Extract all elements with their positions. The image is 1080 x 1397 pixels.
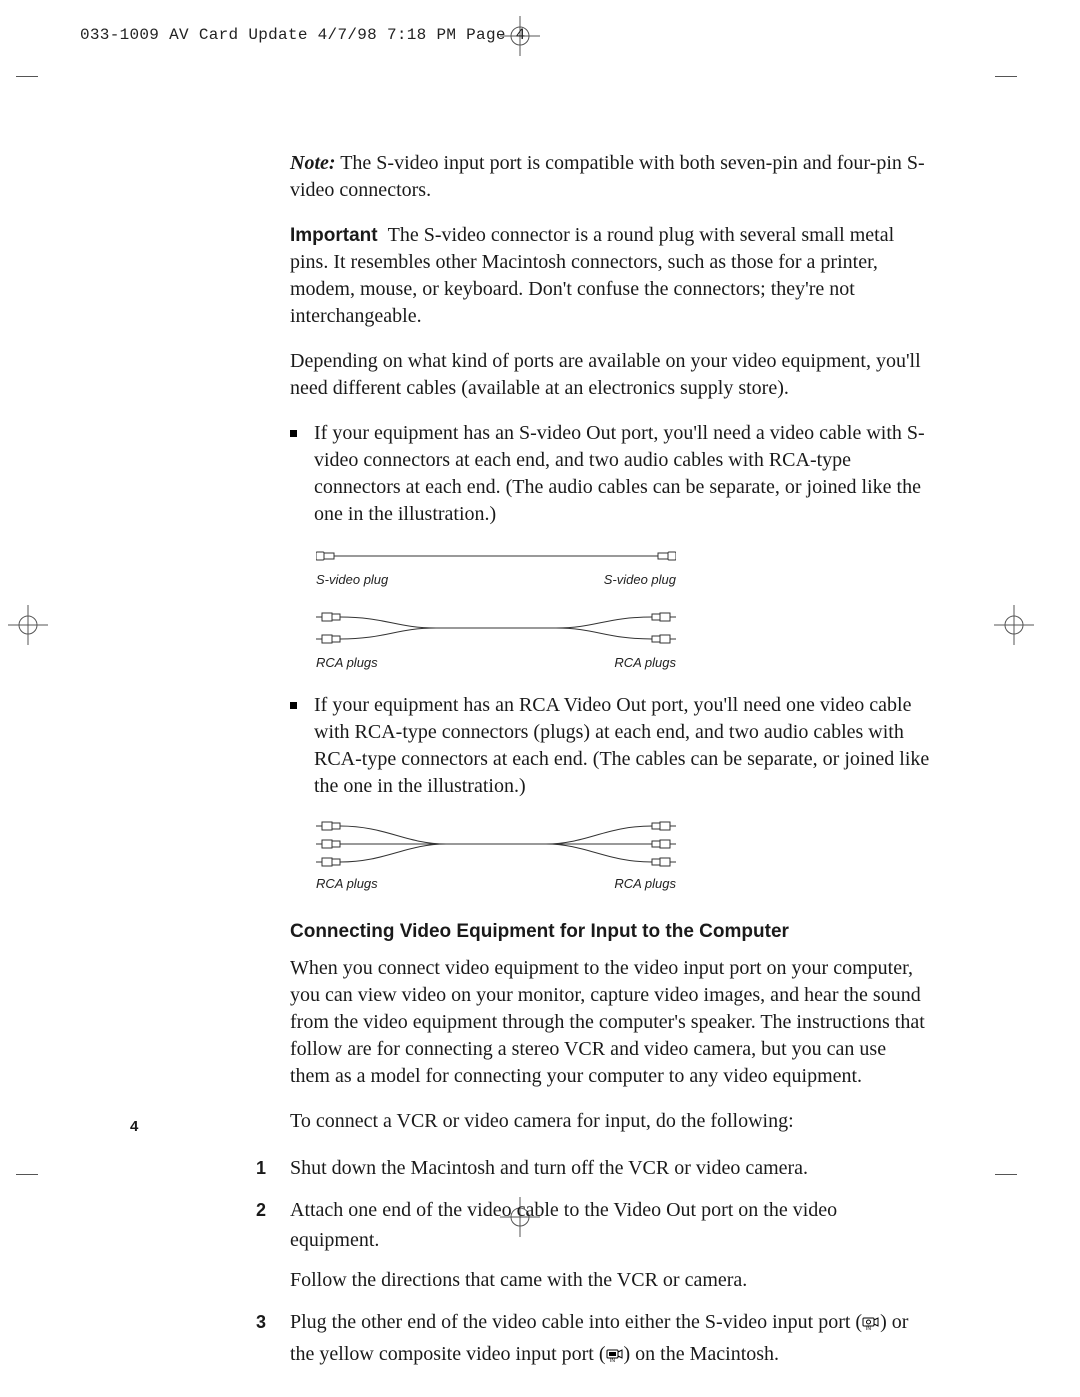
diagram-label: RCA plugs: [316, 876, 378, 891]
diagram-labels: RCA plugs RCA plugs: [316, 876, 676, 891]
important-text: The S-video connector is a round plug wi…: [290, 224, 894, 327]
bullet-list: If your equipment has an S-video Out por…: [290, 420, 930, 528]
diagram-labels: S-video plug S-video plug: [316, 572, 676, 587]
list-item: If your equipment has an S-video Out por…: [290, 420, 930, 528]
section-paragraph: When you connect video equipment to the …: [290, 955, 930, 1090]
section-lead: To connect a VCR or video camera for inp…: [290, 1108, 930, 1135]
step-text: Attach one end of the video cable to the…: [290, 1199, 837, 1251]
important-label: Important: [290, 225, 378, 246]
crop-mark: [995, 76, 1017, 77]
page-header-slug: 033-1009 AV Card Update 4/7/98 7:18 PM P…: [80, 26, 526, 44]
step-item: 2 Attach one end of the video cable to t…: [256, 1195, 930, 1295]
list-item: If your equipment has an RCA Video Out p…: [290, 692, 930, 800]
diagram-labels: RCA plugs RCA plugs: [316, 655, 676, 670]
step-number: 2: [256, 1197, 266, 1224]
section-heading: Connecting Video Equipment for Input to …: [290, 921, 930, 943]
note-text: The S-video input port is compatible wit…: [290, 152, 925, 201]
svg-text:IN: IN: [866, 1326, 871, 1330]
note-label: Note:: [290, 152, 336, 174]
step-text: ) on the Macintosh.: [624, 1343, 780, 1365]
crop-mark: [995, 1174, 1017, 1175]
step-list: 1 Shut down the Macintosh and turn off t…: [290, 1153, 930, 1371]
step-subtext: Follow the directions that came with the…: [290, 1269, 747, 1291]
diagram-label: S-video plug: [316, 572, 388, 587]
registration-mark-icon: [994, 605, 1034, 645]
lead-paragraph: Depending on what kind of ports are avai…: [290, 348, 930, 402]
diagram-label: S-video plug: [604, 572, 676, 587]
step-text: Plug the other end of the video cable in…: [290, 1311, 862, 1333]
important-paragraph: Important The S-video connector is a rou…: [290, 222, 930, 330]
svg-text:IN: IN: [610, 1358, 615, 1362]
step-number: 1: [256, 1155, 266, 1182]
diagram-label: RCA plugs: [614, 655, 676, 670]
step-text: Shut down the Macintosh and turn off the…: [290, 1157, 808, 1179]
diagram-label: RCA plugs: [614, 876, 676, 891]
bullet-list: If your equipment has an RCA Video Out p…: [290, 692, 930, 800]
step-item: 3 Plug the other end of the video cable …: [256, 1307, 930, 1371]
composite-in-icon: IN: [606, 1341, 624, 1371]
page-content: Note: The S-video input port is compatib…: [290, 150, 930, 1383]
svideo-in-icon: IN: [862, 1309, 880, 1339]
note-paragraph: Note: The S-video input port is compatib…: [290, 150, 930, 204]
crop-mark: [16, 1174, 38, 1175]
registration-mark-icon: [8, 605, 48, 645]
step-number: 3: [256, 1309, 266, 1336]
page-number: 4: [130, 1118, 138, 1135]
crop-mark: [16, 76, 38, 77]
diagram-rca-cable: RCA plugs RCA plugs: [316, 818, 676, 891]
diagram-svideo-cable: S-video plug S-video plug: [316, 546, 676, 670]
diagram-label: RCA plugs: [316, 655, 378, 670]
step-item: 1 Shut down the Macintosh and turn off t…: [256, 1153, 930, 1183]
